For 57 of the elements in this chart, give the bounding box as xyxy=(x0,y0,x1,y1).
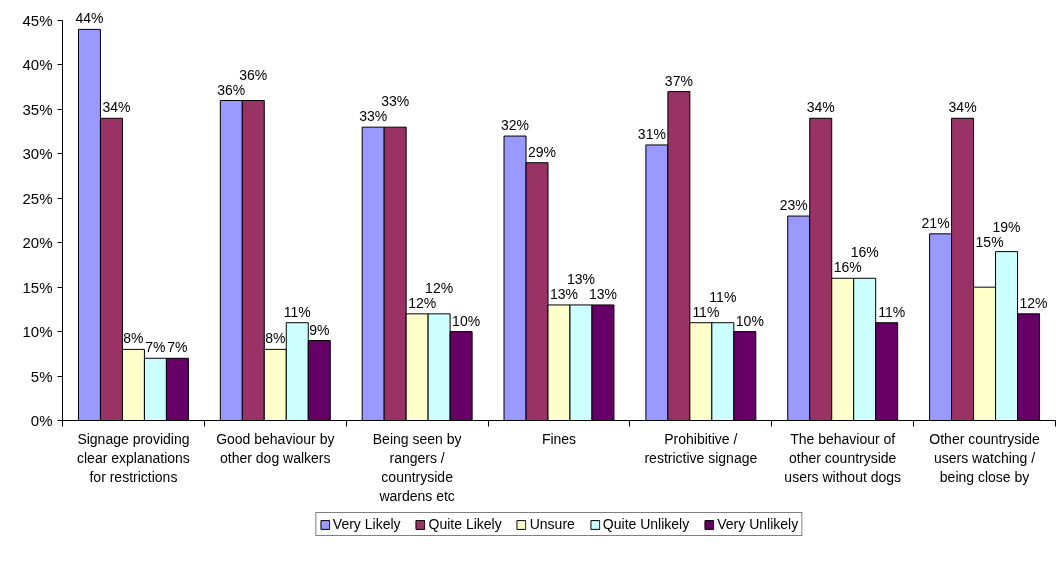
x-tick-label: Signage providing clear explanations for restrictions xyxy=(77,430,190,485)
y-tick-label: 5% xyxy=(30,367,53,385)
data-label: 16% xyxy=(833,259,862,276)
y-tick-label: 35% xyxy=(22,100,53,118)
data-label: 36% xyxy=(217,81,246,98)
data-label: 12% xyxy=(1019,294,1048,311)
data-label: 34% xyxy=(102,99,131,116)
data-label: 36% xyxy=(239,66,268,83)
legend-label: Unsure xyxy=(529,516,575,532)
data-label: 34% xyxy=(948,99,977,116)
data-label: 15% xyxy=(975,234,1004,251)
data-label: 21% xyxy=(921,214,950,231)
data-label: 37% xyxy=(664,72,693,89)
data-label: 19% xyxy=(992,218,1021,235)
data-label: 12% xyxy=(425,279,454,296)
y-tick-label: 0% xyxy=(30,412,53,429)
legend-label: Quite Likely xyxy=(428,516,502,532)
data-label: 8% xyxy=(265,330,286,347)
x-tick-label: Other countryside users watching / being close by xyxy=(929,430,1041,485)
data-label: 9% xyxy=(309,321,330,338)
data-label: 10% xyxy=(452,312,481,329)
y-tick-label: 40% xyxy=(22,56,53,74)
legend-label: Very Unlikely xyxy=(717,516,799,532)
legend-label: Quite Unlikely xyxy=(602,516,690,532)
data-label: 29% xyxy=(528,143,557,160)
y-tick-label: 15% xyxy=(22,278,53,296)
data-label: 8% xyxy=(123,330,144,347)
y-tick-label: 45% xyxy=(22,12,53,29)
x-tick-label: Being seen by rangers / countryside wardens etc xyxy=(372,430,462,505)
data-label: 10% xyxy=(735,312,764,329)
data-label: 13% xyxy=(550,285,579,302)
data-label: 33% xyxy=(359,108,388,125)
y-tick-label: 30% xyxy=(22,145,53,163)
y-tick-label: 10% xyxy=(22,323,53,341)
y-tick-label: 25% xyxy=(22,189,53,207)
x-tick-label: Prohibitive / restrictive signage xyxy=(644,430,758,466)
data-label: 13% xyxy=(566,270,596,287)
data-label: 7% xyxy=(145,339,166,356)
data-label: 31% xyxy=(637,125,666,142)
data-label: 11% xyxy=(692,303,720,320)
data-label: 11% xyxy=(709,288,737,305)
legend-label: Very Likely xyxy=(332,516,401,532)
data-label: 33% xyxy=(381,93,410,110)
data-label: 12% xyxy=(408,294,437,311)
x-tick-label: Fines xyxy=(541,430,577,447)
data-label: 44% xyxy=(75,10,104,27)
data-label: 34% xyxy=(806,99,835,116)
data-label: 11% xyxy=(283,303,311,320)
data-label: 11% xyxy=(878,303,906,320)
data-label: 23% xyxy=(779,197,808,214)
data-label: 32% xyxy=(501,117,530,134)
data-label: 13% xyxy=(588,285,617,302)
x-tick-label: Good behaviour by other dog walkers xyxy=(216,430,335,466)
data-label: 16% xyxy=(850,244,879,261)
x-tick-label: The behaviour of other countryside users without dogs xyxy=(784,430,902,485)
y-tick-label: 20% xyxy=(22,234,53,252)
data-label: 7% xyxy=(167,339,188,356)
